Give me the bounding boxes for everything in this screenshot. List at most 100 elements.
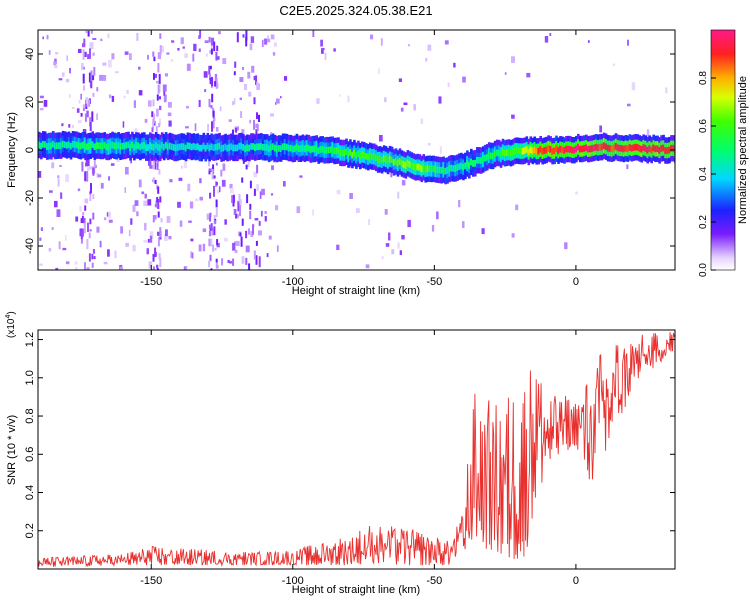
spectrogram-cell [652, 144, 655, 152]
spectrogram-cell [168, 101, 172, 108]
spectrogram-cell [238, 193, 241, 203]
spectrogram-cell [60, 192, 63, 199]
spectrogram-cell [158, 122, 161, 128]
spectrogram-cell [149, 160, 152, 168]
spectrogram-cell [312, 30, 315, 37]
spectrogram-cell [186, 142, 190, 149]
spectrogram-cell [95, 142, 99, 149]
spectrogram-cell [339, 149, 342, 157]
spectrogram-cell [335, 147, 338, 155]
spectrogram-cell [152, 144, 156, 151]
spectrogram-cell [372, 153, 376, 161]
spectrogram-cell [276, 98, 280, 104]
spectrogram-cell [527, 148, 531, 156]
spectrogram-cell [156, 165, 159, 170]
spectrogram-cell [216, 242, 220, 248]
spectrogram-cell [427, 44, 432, 51]
spectrogram-cell [174, 144, 178, 152]
spectrogram-cell [564, 242, 568, 250]
spectrogram-cell [291, 145, 295, 153]
spectrogram-cell [184, 53, 188, 58]
spectrogram-cell [301, 144, 305, 151]
spectrogram-cell [86, 267, 90, 270]
spectrogram-cell [493, 150, 497, 158]
spectrogram-cell [258, 220, 261, 226]
spectrogram-cell [299, 145, 303, 153]
spectrogram-cell [325, 146, 328, 154]
spectrogram-cell [85, 97, 88, 106]
spectrogram-cell [107, 33, 110, 39]
spectrogram-cell [521, 147, 525, 155]
spectrogram-cell [149, 165, 153, 169]
spectrogram-cell [398, 158, 402, 165]
spectrogram-cell [620, 145, 624, 152]
spectrogram-cell [158, 253, 161, 260]
spectrogram-cell [48, 247, 52, 252]
spectrogram-cell [418, 164, 422, 171]
spectrogram-cell [154, 247, 157, 258]
spectrogram-cell [105, 143, 108, 151]
spectrogram-cell [448, 165, 451, 173]
spectrogram-cell [89, 218, 92, 225]
spectrogram-cell [628, 144, 632, 151]
spectrogram-cell [392, 159, 396, 166]
spectrogram-cell [89, 48, 91, 59]
spectrogram-cell [407, 219, 411, 228]
spectrogram-cell [84, 156, 87, 161]
spectrogram-cell [468, 162, 471, 169]
spectrogram-cell [213, 185, 215, 197]
spectrogram-cell [69, 67, 71, 74]
spectrogram-cell [479, 157, 483, 164]
spectrogram-cell [208, 36, 211, 43]
spectrogram-cell [283, 181, 286, 187]
spectrogram-panel: -150 -100 -50 0 -40 -20 0 20 40 Height of strai… [6, 29, 676, 297]
spectrogram-cell [152, 177, 155, 184]
spectrogram-cell [573, 146, 576, 154]
spectrogram-cell [273, 144, 277, 152]
spectrogram-cell [408, 44, 410, 47]
spectrogram-cell [299, 175, 303, 178]
spectrogram-cell [397, 191, 400, 199]
spectrogram-cell [403, 102, 408, 106]
spectrogram-cell [83, 217, 86, 225]
spectrogram-cell [253, 75, 256, 81]
spectrogram-cell [91, 253, 94, 260]
spectrogram-cell [594, 143, 598, 151]
spectrogram-cell [215, 261, 218, 269]
y-tick-label: 0 [24, 147, 36, 153]
spectrogram-cell [120, 226, 123, 234]
spectrogram-cell [204, 144, 208, 152]
spectrogram-cell [77, 188, 81, 192]
spectrogram-cell [511, 149, 515, 156]
spectrogram-cell [80, 93, 82, 100]
spectrogram-cell [264, 38, 268, 45]
spectrogram-cell [208, 98, 211, 108]
spectrogram-cell [234, 249, 238, 254]
spectrogram-cell [139, 143, 142, 151]
spectrogram-cell [152, 161, 155, 170]
spectrogram-cell [428, 143, 431, 146]
spectrogram-cell [145, 144, 148, 151]
spectrogram-cell [169, 179, 173, 183]
spectrogram-cell [249, 203, 252, 210]
spectrogram-cell [425, 57, 428, 62]
spectrogram-cell [87, 222, 89, 232]
spectrogram-cell [179, 220, 183, 227]
spectrogram-cell [72, 124, 74, 128]
spectrogram-cell [414, 164, 418, 171]
spectrogram-cell [385, 243, 390, 247]
spectrogram-cell [90, 30, 93, 34]
spectrogram-cell [590, 145, 594, 152]
spectrogram-cell [199, 178, 202, 184]
spectrogram-cell [149, 142, 152, 149]
spectrogram-cell [178, 143, 182, 151]
spectrogram-cell [270, 193, 274, 196]
spectrogram-cell [194, 123, 197, 131]
spectrogram-cell [331, 146, 334, 153]
spectrogram-cell [420, 118, 424, 124]
spectrogram-cell [241, 256, 245, 264]
spectrogram-cell [666, 147, 669, 154]
spectrogram-cell [47, 142, 51, 150]
spectrogram-cell [428, 165, 431, 172]
spectrogram-cell [541, 147, 544, 155]
